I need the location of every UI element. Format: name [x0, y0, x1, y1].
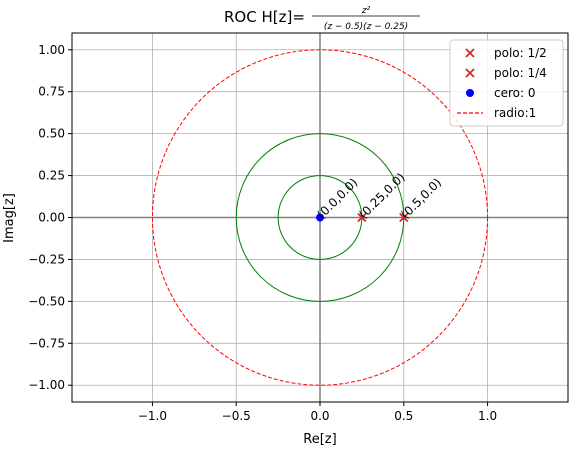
chart-title-numerator: z²	[361, 6, 371, 16]
zero-marker	[316, 213, 324, 222]
y-axis-label: Imag[z]	[2, 193, 17, 243]
pole-marker-stroke	[357, 212, 367, 223]
legend-label: polo: 1/4	[494, 66, 547, 80]
y-tick-label: −0.25	[28, 252, 65, 266]
pole-marker	[399, 212, 409, 223]
chart-title-denominator: (z − 0.5)(z − 0.25)	[324, 22, 408, 32]
legend-label: polo: 1/2	[494, 46, 547, 60]
x-tick-label: −0.5	[222, 409, 251, 423]
points	[316, 212, 409, 223]
x-ticks: −1.0 −0.5 0.0 0.5 1.0	[138, 402, 497, 423]
legend: polo: 1/2 polo: 1/4 cero: 0 radio:1	[449, 39, 564, 127]
y-tick-label: −1.00	[28, 378, 65, 392]
legend-label: radio:1	[494, 106, 536, 120]
y-tick-label: 1.00	[38, 43, 65, 57]
x-axis-label: Re[z]	[303, 432, 336, 447]
y-tick-label: 0.00	[38, 211, 65, 225]
x-tick-label: 0.5	[394, 409, 413, 423]
legend-dot-marker	[466, 89, 474, 97]
legend-x-marker	[465, 48, 475, 58]
y-tick-label: 0.50	[38, 127, 65, 141]
legend-label: cero: 0	[494, 86, 535, 100]
pole-marker-stroke	[399, 212, 409, 223]
roc-circle	[151, 49, 489, 386]
chart-title: ROC H[z]=	[224, 8, 305, 26]
y-tick-label: 0.75	[38, 85, 65, 99]
x-tick-label: −1.0	[138, 409, 167, 423]
x-tick-label: 0.0	[310, 409, 329, 423]
legend-box	[449, 39, 564, 127]
y-tick-label: 0.25	[38, 169, 65, 183]
point-annotation: (0.0,0.0)	[314, 175, 360, 221]
legend-x-marker	[465, 68, 475, 78]
y-tick-label: −0.50	[28, 294, 65, 308]
y-tick-label: −0.75	[28, 336, 65, 350]
y-ticks: −1.00 −0.75 −0.50 −0.25 0.00 0.25 0.50 0.75 1.00	[28, 43, 72, 392]
x-tick-label: 1.0	[478, 409, 497, 423]
pole-marker	[357, 212, 367, 223]
